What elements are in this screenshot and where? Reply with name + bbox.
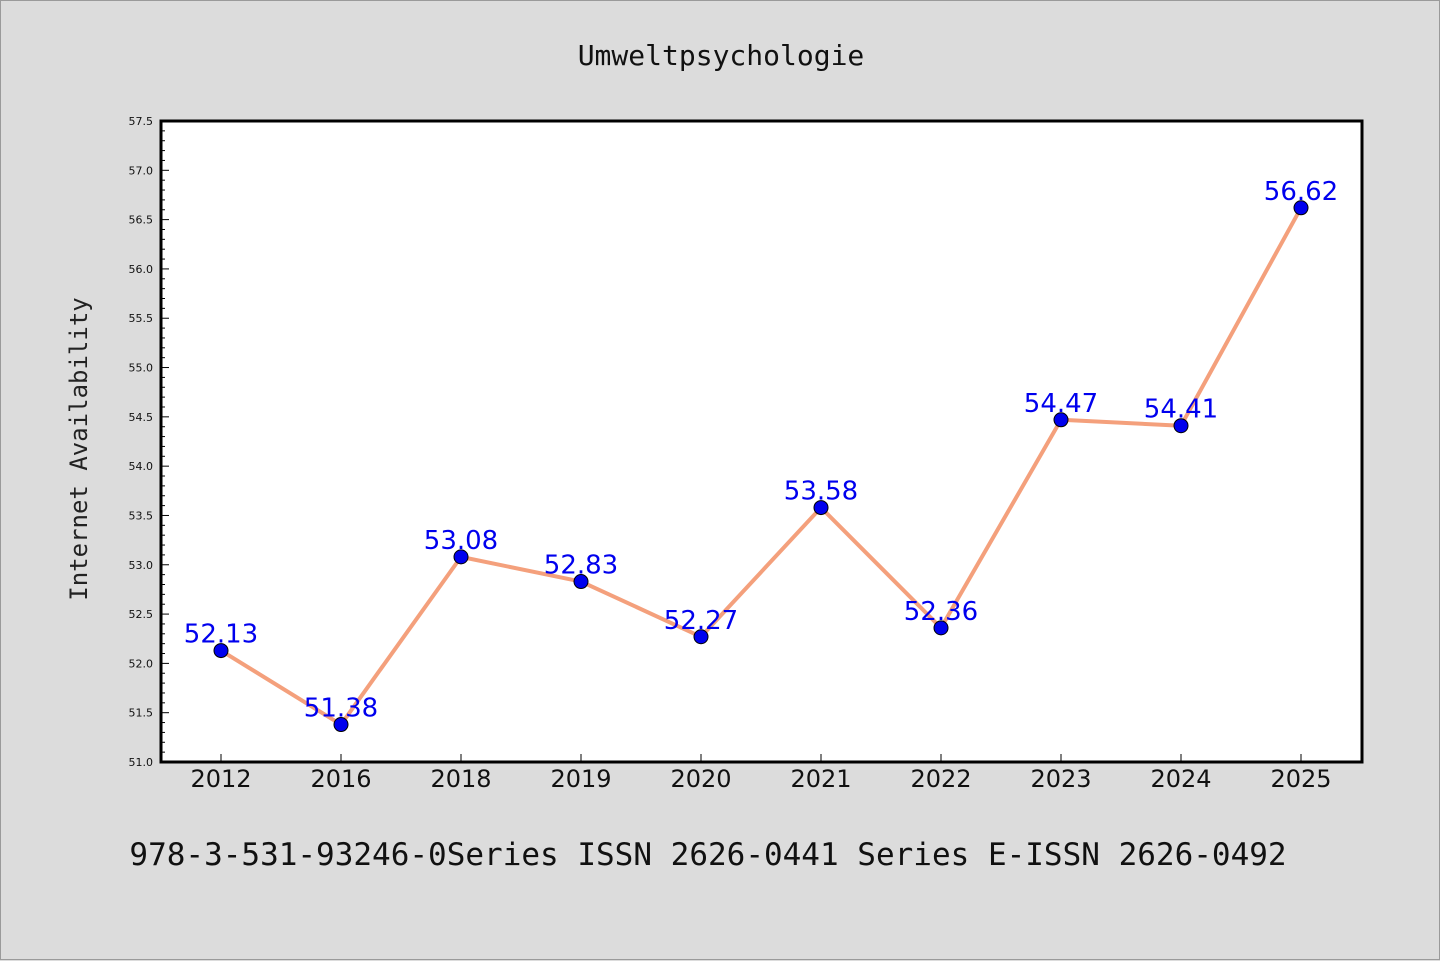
data-point — [933, 620, 949, 636]
data-point — [813, 500, 829, 516]
y-axis-label: Internet Availability — [65, 297, 93, 600]
x-tick-label: 2021 — [790, 765, 851, 793]
data-label: 53.58 — [784, 477, 858, 507]
chart-title: Umweltpsychologie — [578, 39, 865, 72]
data-point — [1293, 200, 1309, 216]
series-polyline — [219, 206, 1303, 727]
y-tick-label: 52.5 — [129, 608, 154, 621]
y-tick-label: 53.0 — [129, 559, 154, 572]
data-point — [213, 643, 229, 659]
y-tick-label: 57.0 — [129, 164, 154, 177]
data-label: 54.41 — [1144, 395, 1218, 425]
y-tick-label: 51.0 — [129, 756, 154, 769]
y-tick-label: 52.0 — [129, 657, 154, 670]
y-tick-label: 57.5 — [129, 115, 154, 128]
y-tick-label: 54.0 — [129, 460, 154, 473]
data-point — [573, 574, 589, 590]
x-tick-label: 2025 — [1270, 765, 1331, 793]
y-tick-label: 51.5 — [129, 707, 154, 720]
y-axis: 51.0 51.5 52.0 52.5 53.0 53.5 54.0 54.5 55.0 55.5… — [129, 115, 169, 769]
data-label: 52.27 — [664, 606, 738, 636]
plot-area — [159, 119, 1364, 764]
x-tick-label: 2020 — [670, 765, 731, 793]
footer-isbn-text: 978-3-531-93246-0Series ISSN 2626-0441 S… — [129, 837, 1286, 873]
y-tick-label: 55.0 — [129, 362, 154, 375]
x-tick-label: 2022 — [910, 765, 971, 793]
data-label: 52.36 — [904, 597, 978, 627]
x-tick-label: 2024 — [1150, 765, 1211, 793]
data-point — [453, 549, 469, 565]
x-tick-label: 2019 — [550, 765, 611, 793]
x-tick-label: 2016 — [310, 765, 371, 793]
y-tick-label: 56.5 — [129, 214, 154, 227]
data-label: 52.13 — [184, 620, 258, 650]
data-label: 54.47 — [1024, 389, 1098, 419]
y-tick-label: 56.0 — [129, 263, 154, 276]
data-label: 51.38 — [304, 694, 378, 724]
data-label: 56.62 — [1264, 177, 1338, 207]
x-axis: 2012 2016 2018 2019 2020 2021 2022 2023 2024 2025 — [190, 754, 1332, 793]
data-label: 52.83 — [544, 551, 618, 581]
y-tick-label: 53.5 — [129, 509, 154, 522]
data-label: 53.08 — [424, 526, 498, 556]
data-point — [693, 629, 709, 645]
x-tick-label: 2023 — [1030, 765, 1091, 793]
series-line: 52.13 51.38 53.08 52.83 52.27 53.58 52.36 54.47… — [184, 177, 1338, 733]
x-tick-label: 2012 — [190, 765, 251, 793]
x-tick-label: 2018 — [430, 765, 491, 793]
data-point — [1053, 412, 1069, 428]
y-tick-label: 55.5 — [129, 312, 154, 325]
y-tick-label: 54.5 — [129, 411, 154, 424]
data-point — [333, 717, 349, 733]
data-point — [1173, 418, 1189, 434]
